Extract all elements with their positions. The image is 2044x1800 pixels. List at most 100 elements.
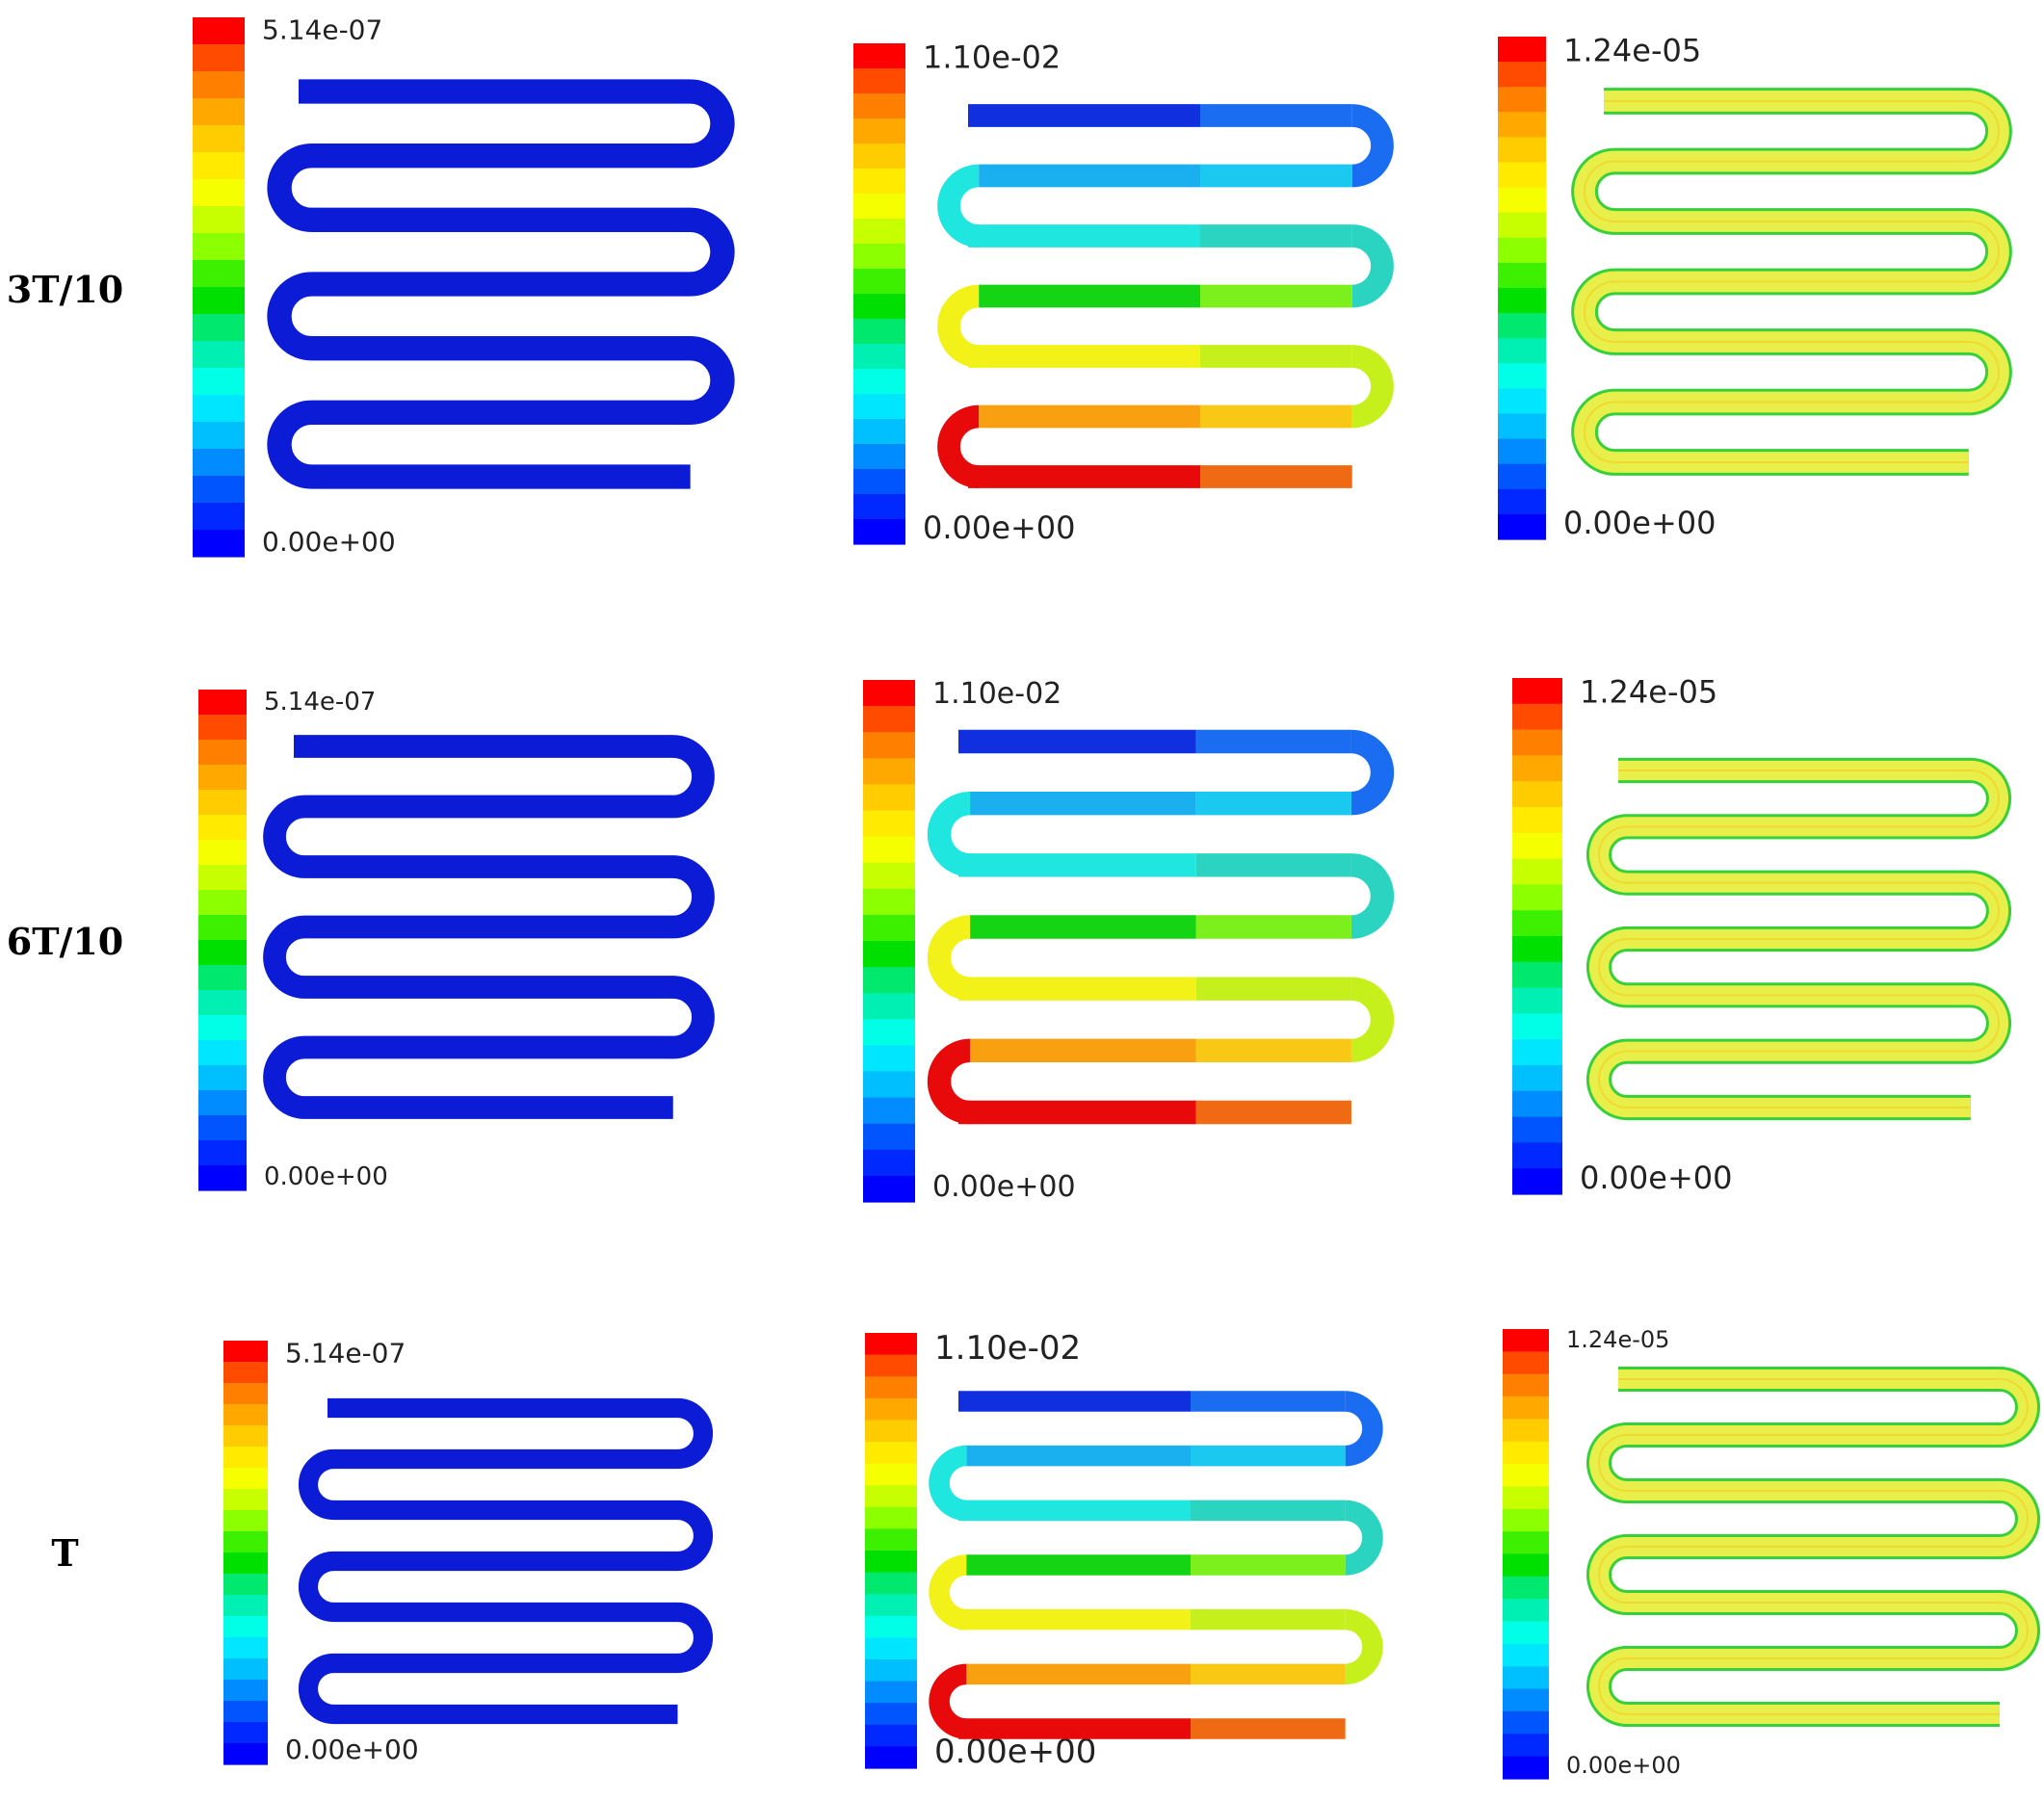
colorbar-min-label: 0.00e+00	[285, 1734, 419, 1765]
colorbar-band	[1503, 1688, 1549, 1712]
colorbar-min-label: 0.00e+00	[1563, 505, 1716, 541]
colorbar-band	[198, 1115, 247, 1141]
colorbar-band	[1503, 1441, 1549, 1465]
colorbar-min-label: 0.00e+00	[264, 1162, 388, 1191]
colorbar-band	[853, 369, 905, 395]
colorbar-band	[865, 1659, 917, 1683]
colorbar-band	[223, 1341, 268, 1363]
colorbar-band	[198, 890, 247, 916]
colorbar-band	[1503, 1351, 1549, 1375]
colorbar	[865, 1333, 917, 1769]
channel-turn	[937, 404, 981, 488]
colorbar-band	[223, 1743, 268, 1765]
colorbar-band	[223, 1595, 268, 1617]
colorbar-band	[193, 314, 245, 342]
colorbar-max-label: 1.10e-02	[934, 1329, 1081, 1368]
colorbar-band	[198, 765, 247, 791]
colorbar-band	[1512, 987, 1562, 1014]
colorbar-band	[865, 1746, 917, 1769]
channel-turn	[1344, 1608, 1383, 1685]
colorbar-band	[1498, 87, 1546, 113]
channel-turn	[1350, 977, 1394, 1063]
colorbar-band	[863, 1123, 915, 1151]
colorbar-band	[853, 519, 905, 545]
colorbar-band	[1498, 313, 1546, 339]
channel-turn	[937, 284, 981, 368]
colorbar-band	[865, 1724, 917, 1747]
colorbar-band	[1503, 1576, 1549, 1600]
colorbar-band	[865, 1485, 917, 1508]
colorbar-band	[863, 758, 915, 785]
panel-r2-c2: 1.10e-02 0.00e+00	[863, 677, 1395, 1204]
colorbar-band	[198, 1040, 247, 1066]
colorbar-band	[193, 98, 245, 126]
colorbar-band	[193, 476, 245, 504]
colorbar-band	[1512, 781, 1562, 808]
colorbar-band	[193, 206, 245, 234]
colorbar-band	[1498, 463, 1546, 490]
colorbar-band	[1503, 1756, 1549, 1780]
colorbar-band	[1498, 137, 1546, 164]
colorbar-band	[1512, 858, 1562, 885]
colorbar-band	[865, 1333, 917, 1356]
colorbar-band	[198, 1090, 247, 1116]
colorbar-min-label: 0.00e+00	[1566, 1752, 1681, 1779]
colorbar-band	[863, 862, 915, 890]
colorbar-band	[863, 1045, 915, 1073]
colorbar-band	[198, 715, 247, 741]
colorbar-band	[1503, 1621, 1549, 1645]
colorbar-band	[1512, 910, 1562, 937]
panel-r3-c2: 1.10e-020.00e+00	[865, 1329, 1383, 1771]
panel-r3-c3: 1.24e-05 0.00e+00	[1503, 1326, 2040, 1780]
colorbar-band	[853, 143, 905, 170]
colorbar-band	[1503, 1508, 1549, 1532]
channel-turn	[1350, 729, 1395, 816]
colorbar-band	[193, 179, 245, 207]
colorbar-band	[1498, 363, 1546, 389]
colorbar-band	[1503, 1553, 1549, 1578]
serpentine-channel-core	[1589, 1369, 2037, 1725]
colorbar-band	[1512, 832, 1562, 860]
channel-turn	[927, 1038, 971, 1125]
colorbar-max-label: 5.14e-07	[264, 688, 376, 717]
colorbar-band	[193, 260, 245, 288]
colorbar-band	[853, 169, 905, 195]
colorbar-band	[198, 990, 247, 1016]
colorbar-band	[863, 836, 915, 864]
channel-turn	[927, 791, 971, 877]
channel-turn	[1350, 345, 1394, 429]
colorbar-band	[865, 1376, 917, 1399]
colorbar-band	[223, 1425, 268, 1448]
colorbar-band	[193, 152, 245, 180]
colorbar-band	[1503, 1419, 1549, 1443]
serpentine-channel-core	[1589, 760, 2009, 1118]
colorbar	[863, 680, 915, 1203]
colorbar-band	[198, 915, 247, 941]
colorbar-band	[198, 1065, 247, 1091]
colorbar-band	[198, 840, 247, 866]
colorbar-band	[1498, 413, 1546, 440]
colorbar-band	[223, 1616, 268, 1638]
colorbar-band	[198, 965, 247, 991]
colorbar-band	[193, 17, 245, 45]
colorbar-min-label: 0.00e+00	[932, 1170, 1076, 1204]
panel-r2-c3: 1.24e-05 0.00e+00	[1512, 674, 2012, 1196]
colorbar-band	[865, 1703, 917, 1726]
colorbar-band	[863, 914, 915, 942]
colorbar-band	[1512, 1142, 1562, 1169]
colorbar	[223, 1341, 268, 1765]
colorbar-band	[853, 68, 905, 94]
colorbar-band	[1498, 388, 1546, 415]
colorbar-band	[1512, 1168, 1562, 1195]
channel-turn	[937, 164, 981, 248]
colorbar-band	[865, 1397, 917, 1421]
colorbar-band	[853, 469, 905, 495]
colorbar-band	[1503, 1734, 1549, 1758]
channel-turn	[1350, 104, 1394, 188]
serpentine-channel	[263, 735, 715, 1119]
colorbar-band	[223, 1383, 268, 1405]
colorbar-band	[863, 706, 915, 733]
colorbar-band	[193, 530, 245, 558]
colorbar-band	[193, 368, 245, 396]
